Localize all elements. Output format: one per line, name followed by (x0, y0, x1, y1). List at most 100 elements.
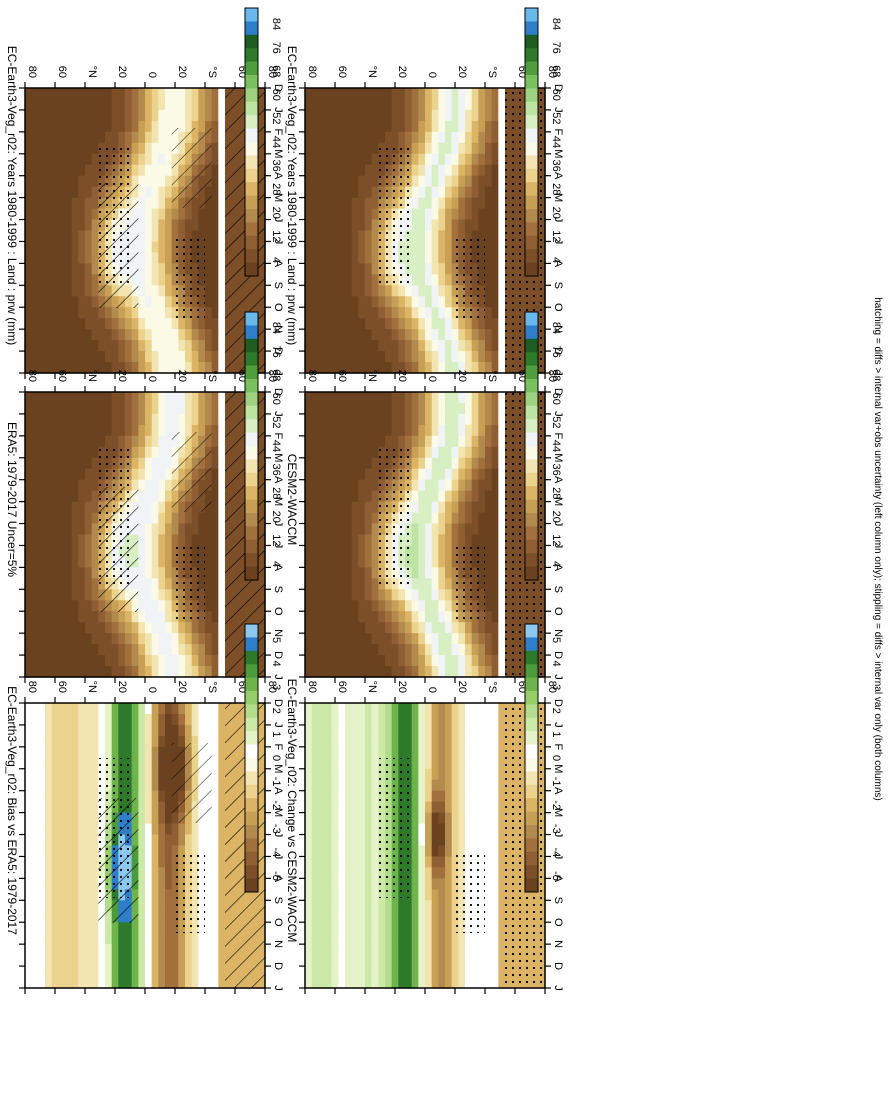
heatmap-cell (85, 545, 92, 557)
heatmap-cell (38, 578, 45, 590)
heatmap-cell (498, 622, 505, 634)
heatmap-cell (45, 567, 52, 579)
heatmap-cell (205, 977, 212, 989)
heatmap-cell (25, 318, 32, 330)
heatmap-cell (458, 524, 465, 536)
heatmap-cell (472, 362, 479, 374)
heatmap-cell (152, 611, 159, 623)
heatmap-cell (98, 922, 105, 934)
heatmap-cell (445, 556, 452, 568)
heatmap-cell (78, 469, 85, 481)
heatmap-cell (52, 491, 59, 503)
heatmap-cell (392, 99, 399, 111)
heatmap-cell (412, 447, 419, 459)
heatmap-cell (45, 241, 52, 253)
heatmap-cell (412, 644, 419, 656)
heatmap-cell (438, 447, 445, 459)
heatmap-cell (32, 154, 39, 166)
heatmap-cell (52, 285, 59, 297)
heatmap-cell (138, 911, 145, 923)
heatmap-cell (452, 655, 459, 667)
heatmap-cell (358, 307, 365, 319)
heatmap-cell (158, 121, 165, 133)
heatmap-cell (218, 955, 225, 967)
heatmap-cell (45, 154, 52, 166)
heatmap-cell (118, 966, 125, 978)
heatmap-cell (458, 121, 465, 133)
heatmap-cell (432, 351, 439, 363)
heatmap-cell (432, 567, 439, 579)
lat-tick-label: °N (366, 66, 378, 78)
heatmap-cell (425, 644, 432, 656)
heatmap-cell (32, 447, 39, 459)
heatmap-cell (132, 392, 139, 404)
heatmap-cell (425, 110, 432, 122)
heatmap-cell (432, 458, 439, 470)
heatmap-cell (325, 655, 332, 667)
heatmap-cell (45, 414, 52, 426)
heatmap-cell (205, 110, 212, 122)
heatmap-cell (318, 362, 325, 374)
heatmap-cell (138, 296, 145, 308)
heatmap-cell (165, 889, 172, 901)
heatmap-cell (72, 736, 79, 748)
heatmap-cell (345, 458, 352, 470)
heatmap-cell (498, 351, 505, 363)
heatmap-cell (212, 747, 219, 759)
heatmap-cell (125, 933, 132, 945)
heatmap-cell (45, 856, 52, 868)
heatmap-cell (25, 121, 32, 133)
heatmap-cell (305, 513, 312, 525)
heatmap-cell (412, 121, 419, 133)
heatmap-cell (165, 403, 172, 415)
heatmap-cell (58, 241, 65, 253)
heatmap-cell (452, 220, 459, 232)
heatmap-cell (105, 977, 112, 989)
heatmap-cell (38, 110, 45, 122)
heatmap-cell (425, 241, 432, 253)
heatmap-cell (312, 392, 319, 404)
heatmap-cell (58, 425, 65, 437)
heatmap-cell (52, 241, 59, 253)
heatmap-cell (398, 329, 405, 341)
heatmap-cell (418, 622, 425, 634)
heatmap-cell (98, 329, 105, 341)
heatmap-cell (318, 545, 325, 557)
heatmap-cell (392, 132, 399, 144)
heatmap-cell (432, 403, 439, 415)
heatmap-cell (92, 835, 99, 847)
heatmap-cell (405, 436, 412, 448)
heatmap-cell (438, 285, 445, 297)
heatmap-cell (105, 88, 112, 100)
heatmap-cell (25, 846, 32, 858)
heatmap-cell (92, 911, 99, 923)
heatmap-cell (72, 263, 79, 275)
heatmap-cell (78, 110, 85, 122)
heatmap-cell (492, 220, 499, 232)
heatmap-cell (478, 502, 485, 514)
month-tick-label: J (552, 674, 564, 680)
heatmap-cell (418, 176, 425, 188)
heatmap-cell (212, 736, 219, 748)
heatmap-cell (372, 666, 379, 678)
heatmap-cell (165, 362, 172, 374)
heatmap-cell (38, 758, 45, 770)
heatmap-cell (458, 666, 465, 678)
heatmap-cell (372, 187, 379, 199)
heatmap-cell (165, 307, 172, 319)
heatmap-cell (45, 655, 52, 667)
heatmap-cell (78, 911, 85, 923)
heatmap-cell (445, 252, 452, 264)
heatmap-cell (152, 780, 159, 792)
heatmap-cell (485, 644, 492, 656)
heatmap-cell (372, 176, 379, 188)
heatmap-cell (72, 966, 79, 978)
heatmap-cell (158, 425, 165, 437)
heatmap-cell (218, 600, 225, 612)
heatmap-cell (72, 813, 79, 825)
heatmap-cell (52, 867, 59, 879)
heatmap-cell (125, 666, 132, 678)
heatmap-cell (438, 318, 445, 330)
heatmap-cell (72, 318, 79, 330)
heatmap-cell (145, 769, 152, 781)
